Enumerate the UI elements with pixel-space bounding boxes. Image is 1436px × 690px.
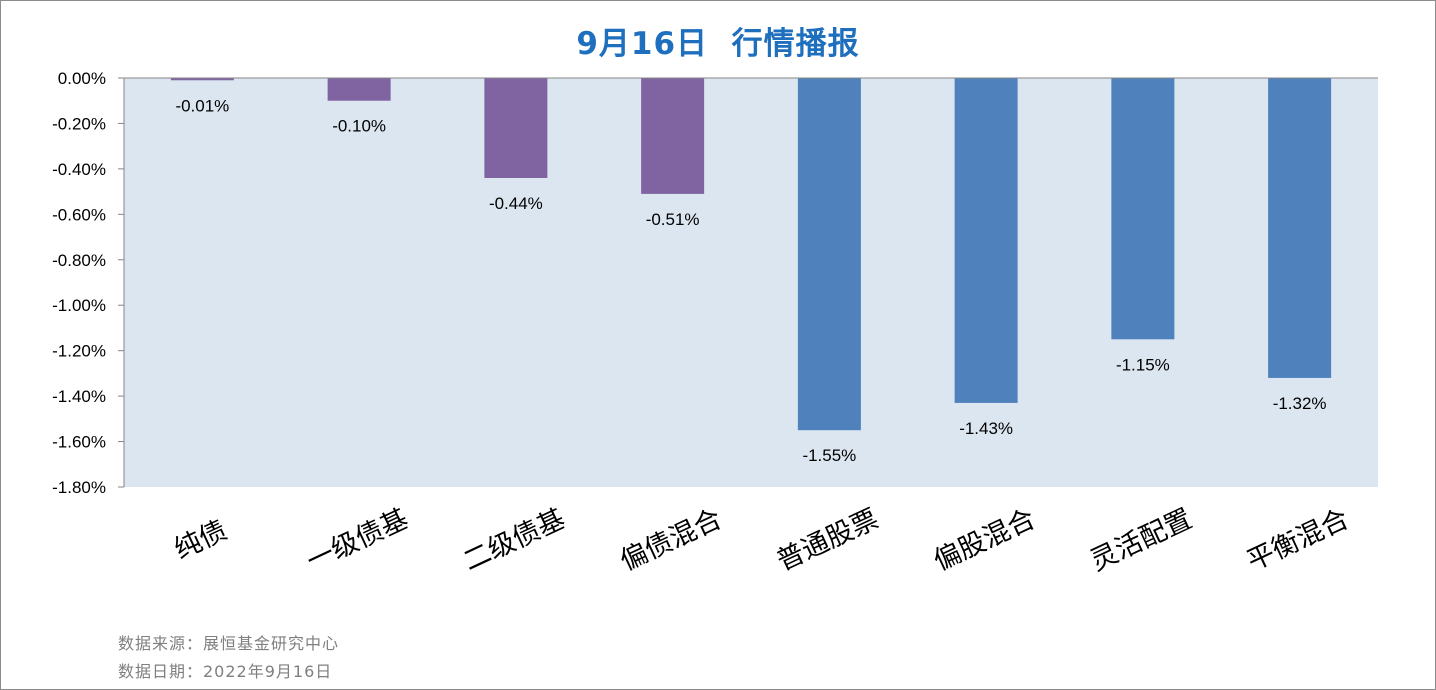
source-note: 数据来源：展恒基金研究中心 xyxy=(118,634,340,653)
y-tick-label: -0.80% xyxy=(52,251,106,270)
y-tick-label: -1.00% xyxy=(52,296,106,315)
data-label: -0.10% xyxy=(332,117,386,136)
data-label: -1.32% xyxy=(1273,394,1327,413)
category-label: 纯债 xyxy=(170,515,232,566)
data-label: -0.44% xyxy=(489,194,543,213)
bar xyxy=(170,78,234,81)
data-label: -0.01% xyxy=(175,96,229,115)
bar xyxy=(954,78,1018,403)
category-labels-group: 纯债 一级债基 二级债基 偏债混合 普通股票 偏股混合 灵活配置 平衡混合 xyxy=(170,503,1354,577)
data-labels-group: -0.01% -0.10% -0.44% -0.51% -1.55% -1.43% -1.1… xyxy=(175,96,1326,465)
category-label: 二级债基 xyxy=(459,503,570,577)
data-label: -1.15% xyxy=(1116,355,1170,374)
bar xyxy=(797,78,861,431)
y-tick-label: -1.20% xyxy=(52,342,106,361)
date-note: 数据日期：2022年9月16日 xyxy=(118,662,333,681)
y-tick-label: -1.80% xyxy=(52,478,106,497)
data-label: -1.43% xyxy=(959,419,1013,438)
category-label: 灵活配置 xyxy=(1086,503,1197,577)
y-tick-label: -1.40% xyxy=(52,387,106,406)
data-label: -1.55% xyxy=(802,446,856,465)
axes-group: 0.00% -0.20% -0.40% -0.60% -0.80% -1.00% -1.20… xyxy=(52,69,1378,497)
bar xyxy=(327,78,391,101)
bar xyxy=(484,78,548,178)
category-label: 一级债基 xyxy=(302,503,413,577)
y-tick-label: -0.60% xyxy=(52,205,106,224)
plot-area xyxy=(124,78,1378,487)
y-tick-label: -1.60% xyxy=(52,433,106,452)
y-tick-label: 0.00% xyxy=(58,69,106,88)
bar xyxy=(641,78,705,194)
bar xyxy=(1268,78,1332,378)
category-label: 平衡混合 xyxy=(1243,503,1354,577)
y-tick-label: -0.40% xyxy=(52,160,106,179)
bar xyxy=(1111,78,1175,340)
category-label: 偏债混合 xyxy=(616,503,727,577)
category-label: 偏股混合 xyxy=(929,503,1040,577)
data-label: -0.51% xyxy=(646,210,700,229)
chart-title: 9月16日 行情播报 xyxy=(576,26,860,62)
bars-group xyxy=(170,78,1332,431)
y-tick-label: -0.20% xyxy=(52,114,106,133)
category-label: 普通股票 xyxy=(772,503,883,577)
